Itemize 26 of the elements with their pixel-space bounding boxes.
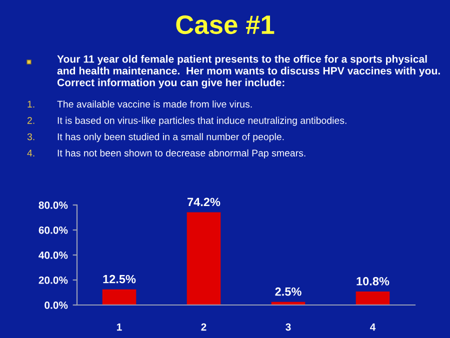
text: It has not been shown to decrease abnormal Pap smears. — [58, 149, 306, 158]
text: The available vaccine is made from live virus. — [57, 100, 252, 108]
bar — [356, 292, 390, 305]
data-label: 74.2% — [188, 198, 220, 206]
chart-title: Case #1 — [176, 15, 274, 34]
bar — [102, 289, 136, 305]
x-tick-label: 1 — [117, 323, 122, 331]
y-tick-label: 20.0% — [38, 276, 68, 284]
data-label: 12.5% — [103, 274, 136, 284]
y-tick-label: 40.0% — [38, 252, 68, 259]
x-tick-label: 4 — [370, 323, 376, 331]
y-tick-label: 80.0% — [38, 202, 68, 209]
text: 2. — [27, 117, 34, 124]
text: 4. — [27, 150, 34, 156]
bar — [186, 212, 221, 305]
x-tick-label: 2 — [201, 323, 206, 331]
data-label: 2.5% — [275, 287, 302, 296]
text: It has only been studied in a small number of people. — [58, 133, 284, 142]
data-label: 10.8% — [356, 277, 390, 286]
text: 3. — [27, 133, 34, 140]
y-tick-label: 0.0% — [44, 302, 68, 309]
chart-subtitle: Your 11 year old female patient presents to the office for a sports physical and health maintenance. Her mom wants to discuss HPV vaccines with you. Correct information you can give her include: — [57, 55, 440, 88]
x-tick-label: 3 — [286, 323, 291, 331]
text: It is based on virus-like particles that induce neutralizing antibodies. — [58, 116, 346, 126]
text: 1. — [28, 100, 34, 108]
y-tick-label: 60.0% — [38, 226, 68, 234]
